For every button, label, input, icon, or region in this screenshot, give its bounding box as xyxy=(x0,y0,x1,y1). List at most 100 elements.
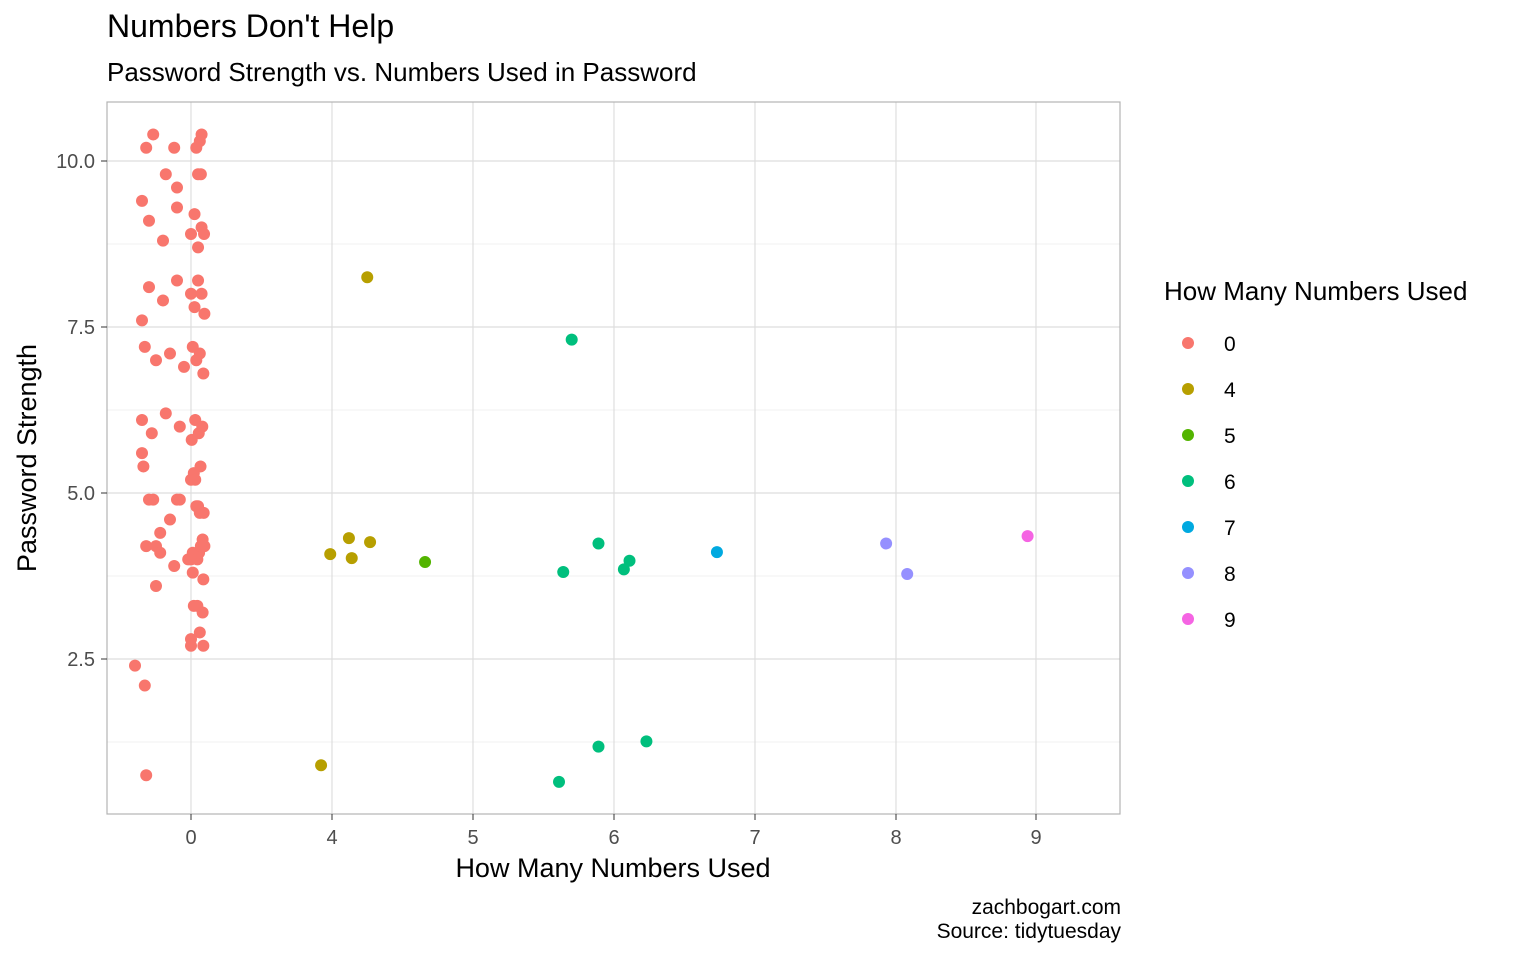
data-point-series-0 xyxy=(197,573,210,586)
legend: How Many Numbers Used 0 4 5 6 7 8 9 xyxy=(1164,276,1467,632)
data-point-series-0 xyxy=(188,208,201,221)
legend-key-7 xyxy=(1182,521,1194,533)
data-point-series-0 xyxy=(195,128,208,141)
data-point-series-0 xyxy=(129,659,141,672)
data-point-series-0 xyxy=(178,360,190,373)
data-point-series-0 xyxy=(198,307,211,320)
x-tick-label: 7 xyxy=(749,827,760,849)
data-point-series-0 xyxy=(168,560,181,573)
data-point-series-0 xyxy=(173,493,186,506)
data-point-series-7 xyxy=(710,546,723,559)
data-point-series-4 xyxy=(361,271,374,284)
data-point-series-4 xyxy=(315,759,328,772)
data-point-series-0 xyxy=(136,413,148,426)
data-point-series-6 xyxy=(592,537,605,550)
data-point-series-5 xyxy=(419,556,432,569)
data-point-series-0 xyxy=(136,447,148,460)
data-point-series-0 xyxy=(198,228,211,241)
data-point-series-0 xyxy=(197,506,210,519)
legend-key-9 xyxy=(1182,613,1194,625)
legend-label-6: 6 xyxy=(1224,471,1236,494)
x-tick-label: 6 xyxy=(608,827,619,849)
legend-label-9: 9 xyxy=(1224,609,1236,632)
data-point-series-0 xyxy=(159,407,172,420)
caption: zachbogart.com Source: tidytuesday xyxy=(937,896,1121,944)
grid-lines xyxy=(107,102,1120,814)
data-point-series-0 xyxy=(136,194,148,207)
data-point-series-0 xyxy=(159,168,172,181)
data-point-series-0 xyxy=(164,513,176,526)
legend-key-6 xyxy=(1182,475,1194,487)
data-point-series-0 xyxy=(197,367,210,380)
legend-key-0 xyxy=(1182,337,1194,349)
data-point-series-0 xyxy=(168,141,181,154)
data-point-series-0 xyxy=(140,141,153,154)
data-point-series-0 xyxy=(157,294,169,307)
data-point-series-0 xyxy=(150,579,162,592)
data-point-series-0 xyxy=(145,427,158,440)
data-point-series-0 xyxy=(198,540,211,553)
y-tick-label: 7.5 xyxy=(67,317,95,339)
data-point-series-6 xyxy=(592,740,605,753)
data-point-series-6 xyxy=(557,566,570,579)
data-point-series-0 xyxy=(196,606,209,619)
x-axis-title: How Many Numbers Used xyxy=(455,853,770,883)
x-tick-label: 5 xyxy=(467,827,478,849)
data-point-series-0 xyxy=(171,201,183,214)
y-tick-label: 2.5 xyxy=(67,649,95,671)
caption-site: zachbogart.com xyxy=(971,896,1121,919)
data-point-series-0 xyxy=(192,241,205,254)
x-tick-label: 8 xyxy=(890,827,901,849)
data-point-series-0 xyxy=(164,347,176,360)
legend-label-7: 7 xyxy=(1224,517,1236,540)
data-point-series-4 xyxy=(342,532,355,545)
data-point-series-0 xyxy=(189,473,202,486)
legend-label-8: 8 xyxy=(1224,563,1236,586)
data-point-series-0 xyxy=(194,460,207,473)
data-point-series-0 xyxy=(192,274,205,287)
data-point-series-0 xyxy=(143,214,155,227)
data-point-series-0 xyxy=(186,566,199,579)
data-point-series-0 xyxy=(195,287,208,300)
data-point-series-6 xyxy=(565,333,578,346)
data-point-series-0 xyxy=(143,281,155,294)
legend-key-8 xyxy=(1182,567,1194,579)
data-point-series-0 xyxy=(138,340,151,353)
data-point-series-0 xyxy=(185,287,197,300)
data-point-series-4 xyxy=(345,552,358,565)
data-point-series-6 xyxy=(617,563,630,576)
data-point-series-0 xyxy=(171,274,183,287)
chart-subtitle: Password Strength vs. Numbers Used in Pa… xyxy=(107,57,697,87)
data-point-series-9 xyxy=(1021,530,1034,543)
x-tick-label: 9 xyxy=(1030,827,1041,849)
x-tick-label: 4 xyxy=(326,827,337,849)
y-tick-label: 5.0 xyxy=(67,483,95,505)
chart-title: Numbers Don't Help xyxy=(107,8,395,44)
legend-key-5 xyxy=(1182,429,1194,441)
legend-key-4 xyxy=(1182,383,1194,395)
data-point-series-0 xyxy=(150,354,162,367)
data-point-series-8 xyxy=(880,537,893,550)
axes: 2.5 5.0 7.5 10.0 0 4 5 6 7 8 9 xyxy=(56,151,1042,849)
caption-source: Source: tidytuesday xyxy=(936,920,1121,943)
data-point-series-0 xyxy=(140,540,153,553)
data-point-series-0 xyxy=(136,314,148,327)
data-point-series-6 xyxy=(640,735,653,748)
data-point-series-0 xyxy=(137,460,150,473)
data-point-series-6 xyxy=(553,775,566,788)
data-point-series-4 xyxy=(324,548,337,561)
data-point-series-0 xyxy=(173,420,186,433)
data-points xyxy=(129,128,1034,788)
data-point-series-0 xyxy=(147,128,160,141)
data-point-series-0 xyxy=(194,168,207,181)
data-point-series-0 xyxy=(154,526,167,539)
legend-label-0: 0 xyxy=(1224,333,1236,356)
legend-label-4: 4 xyxy=(1224,379,1236,402)
legend-title: How Many Numbers Used xyxy=(1164,276,1467,306)
data-point-series-0 xyxy=(157,234,169,247)
data-point-series-0 xyxy=(193,347,206,360)
y-axis-title: Password Strength xyxy=(12,344,42,572)
legend-label-5: 5 xyxy=(1224,425,1236,448)
x-tick-label: 0 xyxy=(185,827,196,849)
